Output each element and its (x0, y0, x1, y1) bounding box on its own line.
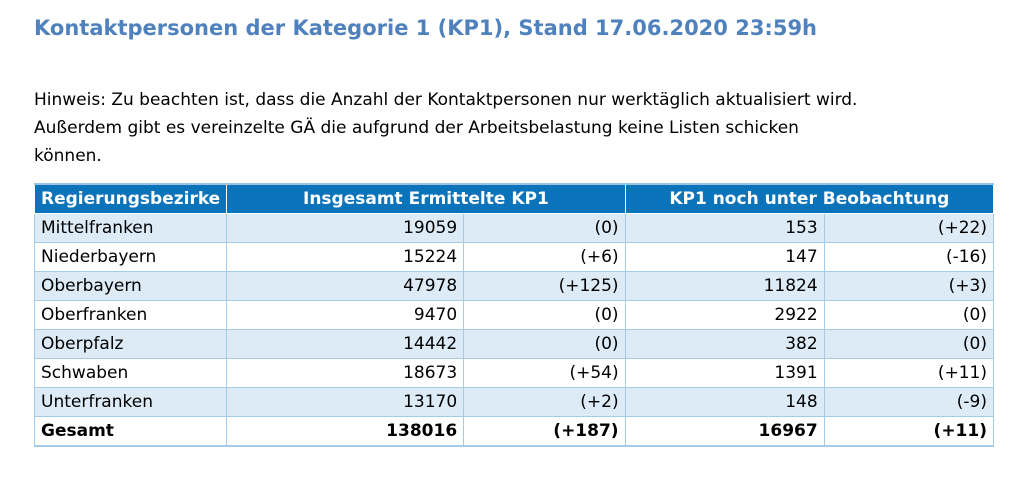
total-row-label: Gesamt (33, 416, 228, 447)
header-total: Insgesamt Ermittelte KP1 (226, 183, 626, 214)
note-line: Hinweis: Zu beachten ist, dass die Anzah… (34, 90, 858, 110)
observed-change: (0) (823, 329, 995, 359)
total-change: (+187) (463, 416, 626, 447)
observed-change: (+22) (823, 213, 995, 243)
observed-change: (+11) (823, 416, 995, 447)
table-row: Mittelfranken 19059 (0) 153 (+22) (33, 213, 995, 243)
observed-value: 16967 (624, 416, 825, 447)
region-name: Oberbayern (33, 271, 228, 301)
header-region: Regierungsbezirke (33, 183, 228, 214)
observed-value: 1391 (624, 358, 825, 388)
region-name: Niederbayern (33, 242, 228, 272)
total-value: 9470 (226, 300, 465, 330)
table-row: Oberbayern 47978 (+125) 11824 (+3) (33, 271, 995, 301)
total-value: 15224 (226, 242, 465, 272)
observed-value: 2922 (624, 300, 825, 330)
observed-value: 147 (624, 242, 825, 272)
note-text: Hinweis: Zu beachten ist, dass die Anzah… (34, 86, 934, 170)
page-title: Kontaktpersonen der Kategorie 1 (KP1), S… (34, 16, 818, 40)
region-name: Unterfranken (33, 387, 228, 417)
total-change: (+2) (463, 387, 626, 417)
table-row: Unterfranken 13170 (+2) 148 (-9) (33, 387, 995, 417)
total-value: 19059 (226, 213, 465, 243)
total-value: 18673 (226, 358, 465, 388)
contacts-table: Regierungsbezirke Insgesamt Ermittelte K… (33, 183, 995, 447)
note-line: können. (34, 146, 102, 166)
total-change: (+6) (463, 242, 626, 272)
total-value: 14442 (226, 329, 465, 359)
total-value: 13170 (226, 387, 465, 417)
observed-change: (+3) (823, 271, 995, 301)
region-name: Mittelfranken (33, 213, 228, 243)
observed-value: 153 (624, 213, 825, 243)
table-row: Oberpfalz 14442 (0) 382 (0) (33, 329, 995, 359)
total-change: (0) (463, 329, 626, 359)
observed-value: 382 (624, 329, 825, 359)
header-observed: KP1 noch unter Beobachtung (624, 183, 995, 214)
table-row: Oberfranken 9470 (0) 2922 (0) (33, 300, 995, 330)
total-change: (0) (463, 300, 626, 330)
note-line: Außerdem gibt es vereinzelte GÄ die aufg… (34, 118, 799, 138)
observed-value: 11824 (624, 271, 825, 301)
total-value: 138016 (226, 416, 465, 447)
observed-value: 148 (624, 387, 825, 417)
region-name: Schwaben (33, 358, 228, 388)
observed-change: (+11) (823, 358, 995, 388)
observed-change: (-9) (823, 387, 995, 417)
table-row: Schwaben 18673 (+54) 1391 (+11) (33, 358, 995, 388)
region-name: Oberpfalz (33, 329, 228, 359)
table-total-row: Gesamt 138016 (+187) 16967 (+11) (33, 416, 995, 447)
observed-change: (0) (823, 300, 995, 330)
total-change: (+125) (463, 271, 626, 301)
total-value: 47978 (226, 271, 465, 301)
total-change: (0) (463, 213, 626, 243)
observed-change: (-16) (823, 242, 995, 272)
total-change: (+54) (463, 358, 626, 388)
table-header-row: Regierungsbezirke Insgesamt Ermittelte K… (33, 183, 995, 214)
table-row: Niederbayern 15224 (+6) 147 (-16) (33, 242, 995, 272)
region-name: Oberfranken (33, 300, 228, 330)
